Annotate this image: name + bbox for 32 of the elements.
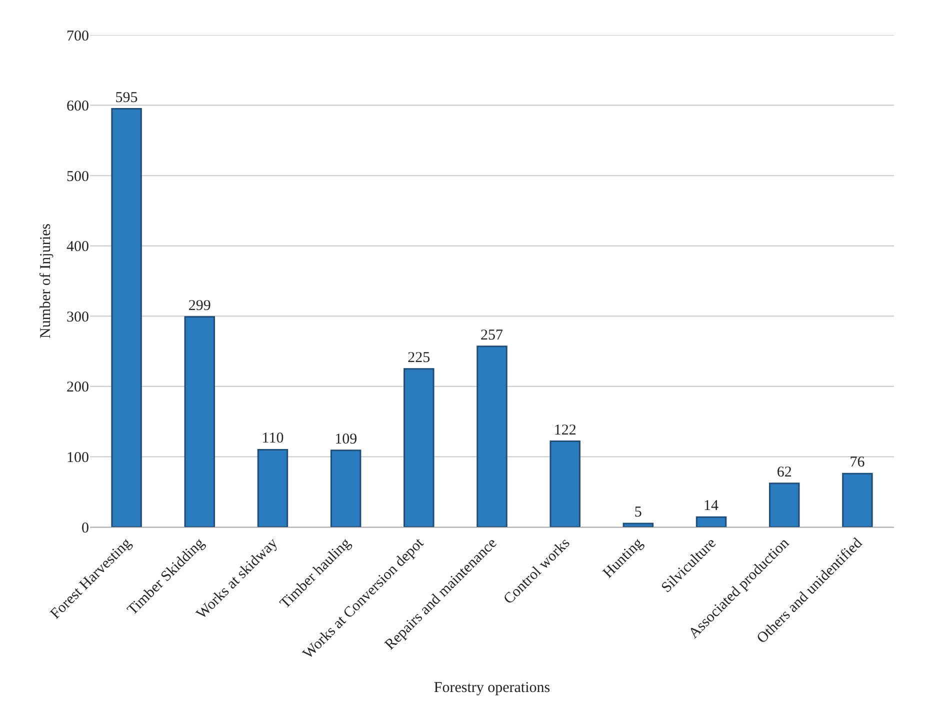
data-label: 110 bbox=[262, 430, 284, 447]
bar bbox=[257, 448, 288, 527]
bar bbox=[476, 346, 508, 527]
y-tick-label: 600 bbox=[66, 98, 89, 115]
bar bbox=[184, 316, 215, 527]
data-label: 5 bbox=[634, 504, 642, 520]
bar bbox=[842, 472, 873, 527]
y-tick-label: 100 bbox=[66, 450, 89, 466]
data-label: 109 bbox=[334, 431, 358, 448]
data-label: 62 bbox=[776, 464, 792, 480]
bar bbox=[330, 450, 362, 527]
x-axis-title: Forestry operations bbox=[434, 680, 550, 696]
data-label: 299 bbox=[188, 298, 211, 314]
y-tick-label: 500 bbox=[66, 168, 89, 185]
y-tick-label: 300 bbox=[66, 309, 89, 326]
y-tick-label: 0 bbox=[82, 520, 89, 536]
data-label: 225 bbox=[408, 350, 430, 366]
bar bbox=[622, 522, 654, 527]
data-label: 122 bbox=[554, 422, 576, 438]
data-label: 257 bbox=[480, 327, 504, 344]
y-tick-label: 400 bbox=[66, 239, 89, 256]
bar bbox=[111, 108, 142, 527]
y-tick-label: 200 bbox=[66, 380, 89, 396]
y-axis-title: Number of Injuries bbox=[38, 223, 54, 338]
bar bbox=[404, 368, 434, 527]
y-tick-label: 700 bbox=[66, 28, 89, 44]
data-label: 14 bbox=[704, 498, 720, 514]
data-label: 595 bbox=[115, 90, 138, 106]
bar bbox=[696, 516, 727, 527]
bar bbox=[550, 440, 580, 527]
bar bbox=[769, 482, 800, 527]
data-label: 76 bbox=[850, 454, 866, 471]
